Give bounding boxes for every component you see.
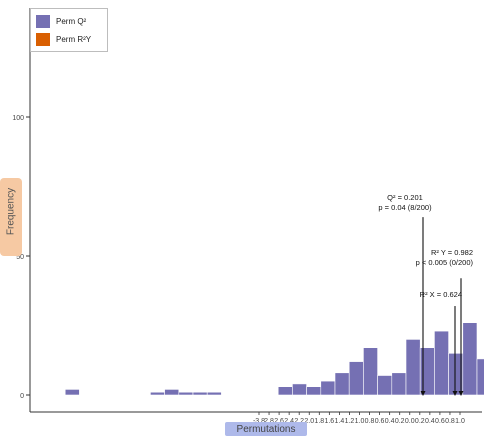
x-tick-label: 0.6 [375,418,385,425]
annotation-arrowhead [458,391,464,396]
perm-q2-bar [348,361,364,396]
perm-q2-bar [306,386,322,396]
x-tick-label: 1.0 [455,418,465,425]
perm-q2-bar [206,391,222,396]
x-tick-label: 1.4 [335,418,345,425]
y-tick-label: 0 [20,393,24,400]
y-axis-label-background [0,178,22,256]
perm-q2-bar [64,389,80,396]
y-ticks-layer: 0 50 100 [12,115,30,400]
perm-q2-bar [391,372,407,396]
x-tick-label: 1.0 [355,418,365,425]
perm-q2-bar [476,358,484,396]
x-tick-label: 0.2 [415,418,425,425]
x-tick-label: 2.2 [294,418,304,425]
annotation-arrowhead [420,391,426,396]
x-tick-label: 0.4 [385,418,395,425]
x-tick-label: 2.0 [304,418,314,425]
perm-q2-bar [178,391,194,396]
legend-item-perm-q2: Perm Q² [36,14,86,28]
perm-q2-bar [164,389,180,396]
x-tick-label: -3.8 [253,418,265,425]
chart-legend: Perm Q² Perm R²Y [30,8,108,52]
annotation-text: Q² = 0.201 [387,193,423,202]
x-tick-label: 2.4 [284,418,294,425]
perm-q2-bar [462,322,478,396]
annotation-text: R² Y = 0.982 [431,248,473,257]
x-tick-label: 1.6 [324,418,334,425]
legend-label-perm-r2y: Perm R²Y [56,34,92,44]
perm-q2-bar [277,386,293,396]
perm-q2-bar [363,347,378,396]
perm-q2-bar [377,375,393,396]
y-tick-label: 50 [16,254,24,261]
legend-swatch-perm-q2 [36,14,50,28]
legend-item-perm-r2y: Perm R²Y [36,32,91,46]
annotation-text: p = 0.04 (8/200) [378,203,432,212]
annotation-arrowhead [452,391,458,396]
perm-q2-bar [320,380,336,396]
x-tick-label: 0.4 [425,418,435,425]
x-tick-label: 0.0 [405,418,415,425]
axes-layer [29,8,482,413]
perm-q2-bar [150,391,165,396]
perm-q2-bar [434,330,449,396]
annotation-text: p < 0.005 (0/200) [416,258,474,267]
legend-swatch-perm-r2y [36,32,50,46]
y-tick-label: 100 [12,115,24,122]
x-tick-label: 1.8 [314,418,324,425]
x-tick-label: 1.2 [345,418,355,425]
x-tick-label: 2.6 [274,418,284,425]
x-tick-label: 0.8 [445,418,455,425]
bars-layer [64,322,484,396]
perm-q2-bar [292,383,307,396]
annotation-3: R² X = 0.624 [420,290,462,396]
perm-q2-bar [419,347,435,396]
perm-q2-bar [192,391,208,396]
perm-q2-bar [405,339,421,396]
x-axis-label: Permutations [236,424,296,435]
legend-label-perm-q2: Perm Q² [56,16,87,26]
x-tick-label: 0.6 [435,418,445,425]
y-axis-label: Frequency [5,187,17,236]
x-ticks-layer: -3.82.82.62.42.22.01.81.61.41.21.00.80.6… [253,412,465,425]
x-tick-label: 0.2 [395,418,405,425]
annotation-text: R² X = 0.624 [420,290,462,299]
x-tick-label: 0.8 [365,418,375,425]
perm-q2-bar [334,372,350,396]
x-axis-label-background [225,422,307,436]
x-tick-label: 2.8 [264,418,274,425]
